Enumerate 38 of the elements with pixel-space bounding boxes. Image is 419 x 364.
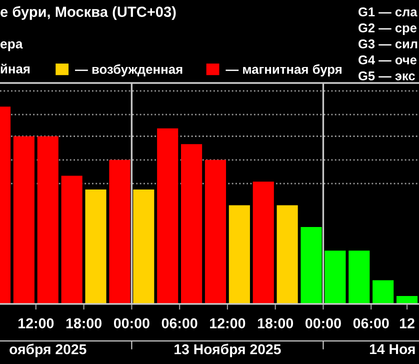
text: йная — [0, 64, 30, 74]
x-tick-label: 06:00 — [162, 318, 198, 328]
text: G5 — экс — [358, 71, 415, 80]
x2-tick-label: 13 Ноября 2025 — [174, 344, 281, 358]
bar — [37, 136, 58, 304]
bar — [109, 160, 130, 304]
text: G1 — сла — [358, 7, 418, 16]
x-tick-label: 12 — [400, 318, 414, 328]
x2-tick-label: оября 2025 — [10, 344, 86, 358]
x-tick-label: 00:00 — [306, 318, 341, 328]
x-tick-label: 12:00 — [18, 318, 54, 328]
legend-label: — возбужденная — [74, 64, 182, 76]
x-tick-label: 12:00 — [210, 318, 246, 328]
bar — [348, 250, 370, 304]
chart-title: е бури, Москва (UTC+03) — [0, 6, 176, 20]
bar — [300, 227, 322, 304]
bar — [181, 144, 202, 304]
text: G4 — оче — [358, 55, 416, 64]
bar — [61, 176, 82, 304]
chart-subtitle: ера — [0, 41, 23, 52]
text: G2 — сре — [358, 23, 417, 35]
text: G3 — сил — [358, 39, 418, 48]
bar — [133, 190, 154, 304]
x-tick-label: 00:00 — [114, 318, 150, 328]
x-tick-label: 18:00 — [66, 318, 102, 328]
x-tick-label: 18:00 — [258, 318, 294, 328]
x2-tick-label: 14 Ноя — [370, 344, 415, 354]
legend-label: — магнитная буря — [226, 64, 342, 76]
bar — [204, 160, 226, 304]
x-tick-label: 06:00 — [353, 318, 389, 328]
bar — [372, 280, 394, 304]
bar — [157, 128, 178, 304]
bar — [13, 136, 34, 304]
bar — [276, 205, 298, 304]
bar — [228, 205, 250, 304]
bar — [85, 190, 106, 304]
bar — [324, 250, 346, 304]
bar — [252, 182, 274, 304]
